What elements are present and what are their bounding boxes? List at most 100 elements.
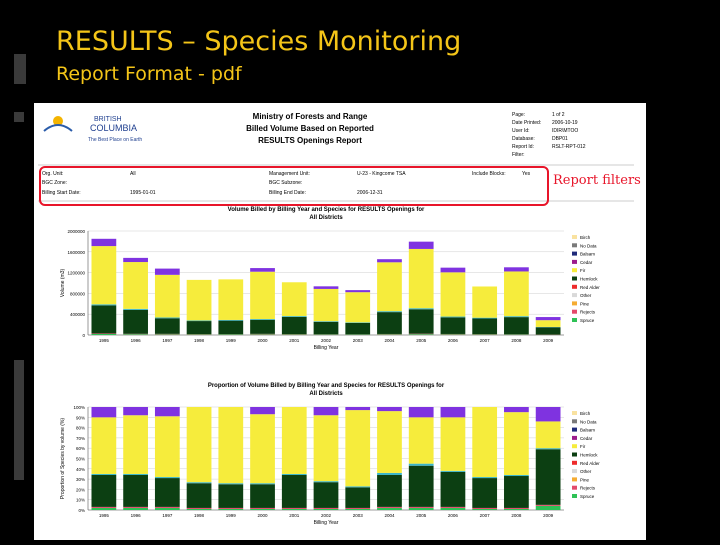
bar-segment	[345, 292, 370, 322]
bar-segment	[409, 309, 434, 333]
bar-segment	[187, 483, 212, 508]
bar-segment	[91, 407, 116, 417]
bar-segment	[409, 417, 434, 463]
bar-segment	[409, 507, 434, 508]
x-tick-label: 2002	[321, 513, 332, 518]
bar-segment	[91, 246, 116, 304]
legend-entry: No Data	[580, 419, 597, 424]
bar-segment	[250, 509, 275, 510]
bar-segment	[536, 506, 561, 510]
legend-entry: Balsam	[580, 252, 595, 257]
bar-segment	[472, 509, 497, 510]
bar-segment	[91, 507, 116, 508]
legend-swatch	[572, 419, 577, 423]
bar-segment	[218, 320, 243, 321]
bar-segment	[441, 507, 466, 508]
bar-segment	[218, 334, 243, 335]
legend-swatch	[572, 277, 577, 281]
bar-segment	[155, 508, 180, 510]
bar-segment	[377, 311, 402, 312]
chart-title: Proportion of Volume Billed by Billing Y…	[208, 383, 445, 389]
y-tick-label: 60%	[76, 446, 85, 451]
x-tick-label: 1996	[131, 513, 142, 518]
bar-segment	[441, 472, 466, 507]
legend-swatch	[572, 268, 577, 272]
bar-segment	[282, 407, 307, 474]
x-tick-label: 1997	[162, 338, 173, 343]
legend-swatch	[572, 428, 577, 432]
bar-segment	[536, 505, 561, 506]
bar-segment	[155, 334, 180, 335]
report-filters-highlight	[39, 166, 549, 206]
legend-swatch	[572, 252, 577, 256]
bar-segment	[250, 272, 275, 319]
bar-segment	[504, 317, 529, 334]
bar-segment	[314, 508, 339, 509]
bar-segment	[282, 475, 307, 508]
legend-entry: Fir	[580, 444, 586, 449]
bar-segment	[504, 271, 529, 316]
bar-segment	[504, 509, 529, 510]
bar-segment	[218, 508, 243, 509]
report-filters-annotation: Report filters	[553, 173, 641, 188]
y-tick-label: 40%	[76, 467, 85, 472]
legend-entry: Red Alder	[580, 285, 600, 290]
x-tick-label: 2006	[448, 338, 459, 343]
slide-decoration	[14, 360, 24, 480]
bar-segment	[218, 483, 243, 484]
bar-segment	[155, 334, 180, 335]
x-tick-label: 2003	[353, 338, 364, 343]
logo-line1: BRITISH	[94, 116, 122, 123]
slide-title: RESULTS – Species Monitoring	[56, 26, 461, 57]
bar-segment	[155, 318, 180, 334]
y-tick-label: 0	[82, 333, 85, 338]
x-tick-label: 1999	[226, 513, 237, 518]
x-axis-label: Billing Year	[314, 345, 339, 351]
legend-swatch	[572, 461, 577, 465]
bar-segment	[282, 508, 307, 509]
y-tick-label: 30%	[76, 477, 85, 482]
x-tick-label: 1996	[131, 338, 142, 343]
legend-entry: Hemlock	[580, 277, 598, 282]
logo-tagline: The Best Place on Earth	[88, 137, 142, 143]
x-tick-label: 1997	[162, 513, 173, 518]
bar-segment	[409, 464, 434, 466]
bar-segment	[123, 407, 148, 415]
bar-segment	[91, 333, 116, 334]
bar-segment	[409, 308, 434, 309]
bar-segment	[314, 286, 339, 289]
chart-subtitle: All Districts	[309, 215, 343, 221]
bar-segment	[155, 478, 180, 507]
x-axis-label: Billing Year	[314, 520, 339, 526]
legend-swatch	[572, 411, 577, 415]
bar-segment	[536, 407, 561, 421]
bar-segment	[409, 466, 434, 507]
legend-entry: Rejects	[580, 310, 596, 315]
bar-segment	[504, 412, 529, 475]
x-tick-label: 2005	[416, 513, 427, 518]
legend-swatch	[572, 318, 577, 322]
bar-segment	[377, 312, 402, 334]
bar-segment	[250, 407, 275, 414]
bar-segment	[314, 509, 339, 510]
x-tick-label: 2002	[321, 338, 332, 343]
bar-segment	[409, 334, 434, 335]
bar-segment	[155, 317, 180, 318]
x-tick-label: 1998	[194, 513, 205, 518]
bar-segment	[218, 321, 243, 335]
bar-segment	[91, 475, 116, 507]
x-tick-label: 2009	[543, 338, 554, 343]
chart-title: Volume Billed by Billing Year and Specie…	[228, 207, 425, 213]
report-heading2: Billed Volume Based on Reported	[246, 124, 374, 133]
chart-subtitle: All Districts	[309, 391, 343, 397]
bar-segment	[187, 508, 212, 509]
bar-segment	[250, 414, 275, 483]
y-axis-label: Volume (m3)	[60, 268, 66, 297]
y-tick-label: 2000000	[67, 229, 85, 234]
bar-segment	[472, 318, 497, 334]
legend-entry: Red Alder	[580, 461, 600, 466]
bar-segment	[155, 269, 180, 275]
legend-swatch	[572, 469, 577, 473]
y-tick-label: 800000	[70, 291, 86, 296]
bar-segment	[472, 478, 497, 508]
